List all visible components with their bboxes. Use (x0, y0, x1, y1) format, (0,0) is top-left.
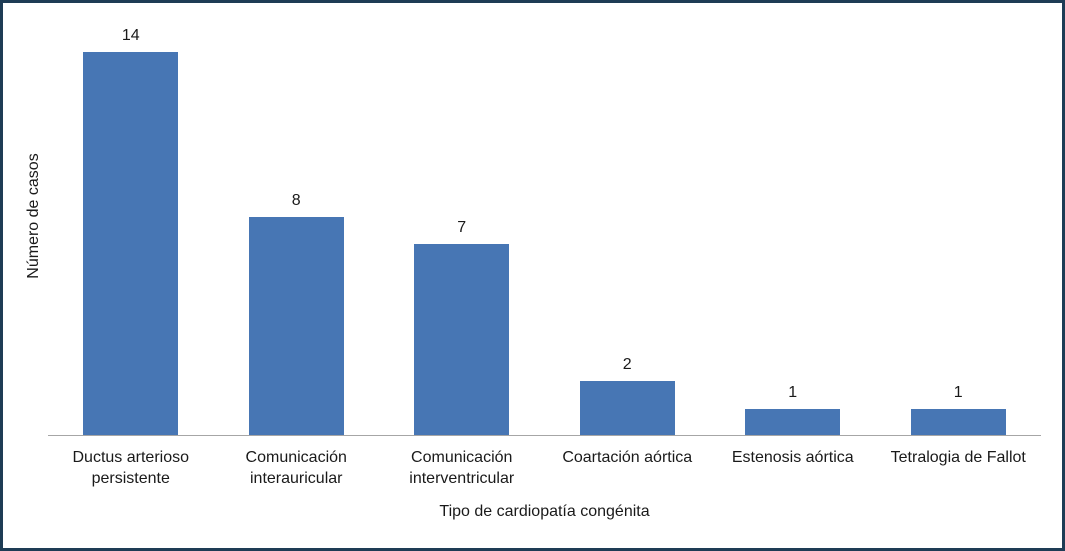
bar-value-label: 1 (788, 384, 798, 401)
x-axis-tick-labels: Ductus arterioso persistente Comunicación… (48, 447, 1041, 489)
bar-slot: 8 (214, 20, 380, 436)
bar-value-label: 2 (622, 356, 632, 373)
bar (414, 244, 510, 436)
bar-slot: 1 (876, 20, 1042, 436)
bar-value-label: 1 (953, 384, 963, 401)
x-axis-tick-label: Comunicación interauricular (245, 449, 347, 487)
bar-slot: 7 (379, 20, 545, 436)
bar-slot: 1 (710, 20, 876, 436)
x-axis-tick-label: Comunicación interventricular (409, 449, 515, 487)
bar (83, 52, 179, 436)
bar-value-label: 14 (121, 27, 140, 44)
bar-value-label: 7 (457, 219, 467, 236)
bar-value-label: 8 (291, 192, 301, 209)
x-axis-tick-label: Ductus arterioso persistente (72, 449, 190, 487)
bar-slot: 14 (48, 20, 214, 436)
x-axis-tick-label: Coartación aórtica (562, 449, 693, 466)
bar-slot: 2 (545, 20, 711, 436)
x-axis-tick-label: Tetralogia de Fallot (890, 449, 1026, 466)
y-axis-title: Número de casos (25, 153, 42, 279)
bar-series: 14 8 7 2 1 1 (48, 20, 1041, 436)
plot-area: 14 8 7 2 1 1 (48, 20, 1041, 436)
x-axis-title: Tipo de cardiopatía congénita (439, 503, 650, 520)
x-axis-line (48, 435, 1041, 436)
x-axis-tick-label: Estenosis aórtica (731, 449, 854, 466)
bar (248, 217, 344, 436)
bar (910, 409, 1006, 436)
bar (579, 381, 675, 436)
bar (745, 409, 841, 436)
